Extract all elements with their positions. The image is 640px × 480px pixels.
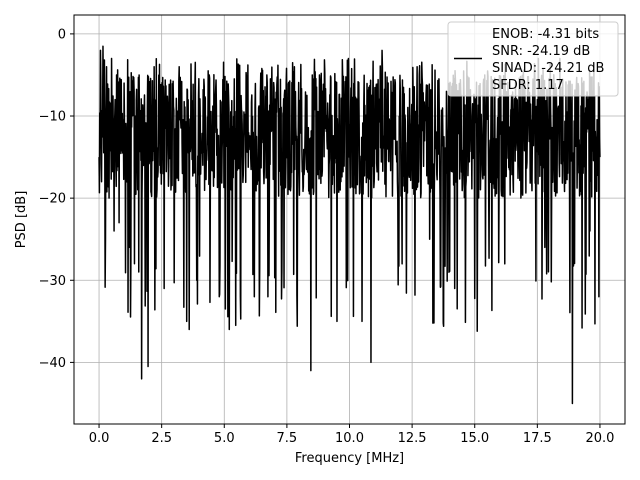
x-tick-label: 10.0	[335, 431, 364, 446]
y-tick-label: −10	[39, 110, 66, 125]
x-tick-label: 7.5	[277, 431, 298, 446]
x-tick-label: 5.0	[214, 431, 235, 446]
x-tick-label: 2.5	[151, 431, 172, 446]
legend-entry-sinad: SINAD: -24.21 dB	[492, 61, 604, 76]
y-tick-label: −40	[39, 356, 66, 371]
legend-entry-snr: SNR: -24.19 dB	[492, 44, 590, 59]
y-tick-label: −30	[39, 274, 66, 289]
psd-series-line	[98, 45, 601, 405]
legend: ENOB: -4.31 bits SNR: -24.19 dB SINAD: -…	[447, 21, 619, 97]
x-axis-ticks: 0.0 2.5 5.0 7.5 10.0 12.5 15.0 17.5 20.0	[89, 424, 614, 446]
y-tick-label: −20	[39, 192, 66, 207]
legend-entry-sfdr: SFDR: 1.17	[492, 78, 564, 93]
x-tick-label: 15.0	[460, 431, 489, 446]
legend-box	[447, 21, 619, 97]
y-axis-ticks: 0 −10 −20 −30 −40	[39, 27, 74, 371]
series-layer	[98, 45, 601, 405]
x-tick-label: 20.0	[585, 431, 614, 446]
x-axis-label: Frequency [MHz]	[295, 451, 404, 466]
x-tick-label: 17.5	[523, 431, 552, 446]
x-tick-label: 12.5	[398, 431, 427, 446]
y-tick-label: 0	[58, 27, 66, 42]
x-tick-label: 0.0	[89, 431, 110, 446]
legend-entry-enob: ENOB: -4.31 bits	[492, 27, 599, 42]
y-axis-label: PSD [dB]	[14, 191, 29, 249]
